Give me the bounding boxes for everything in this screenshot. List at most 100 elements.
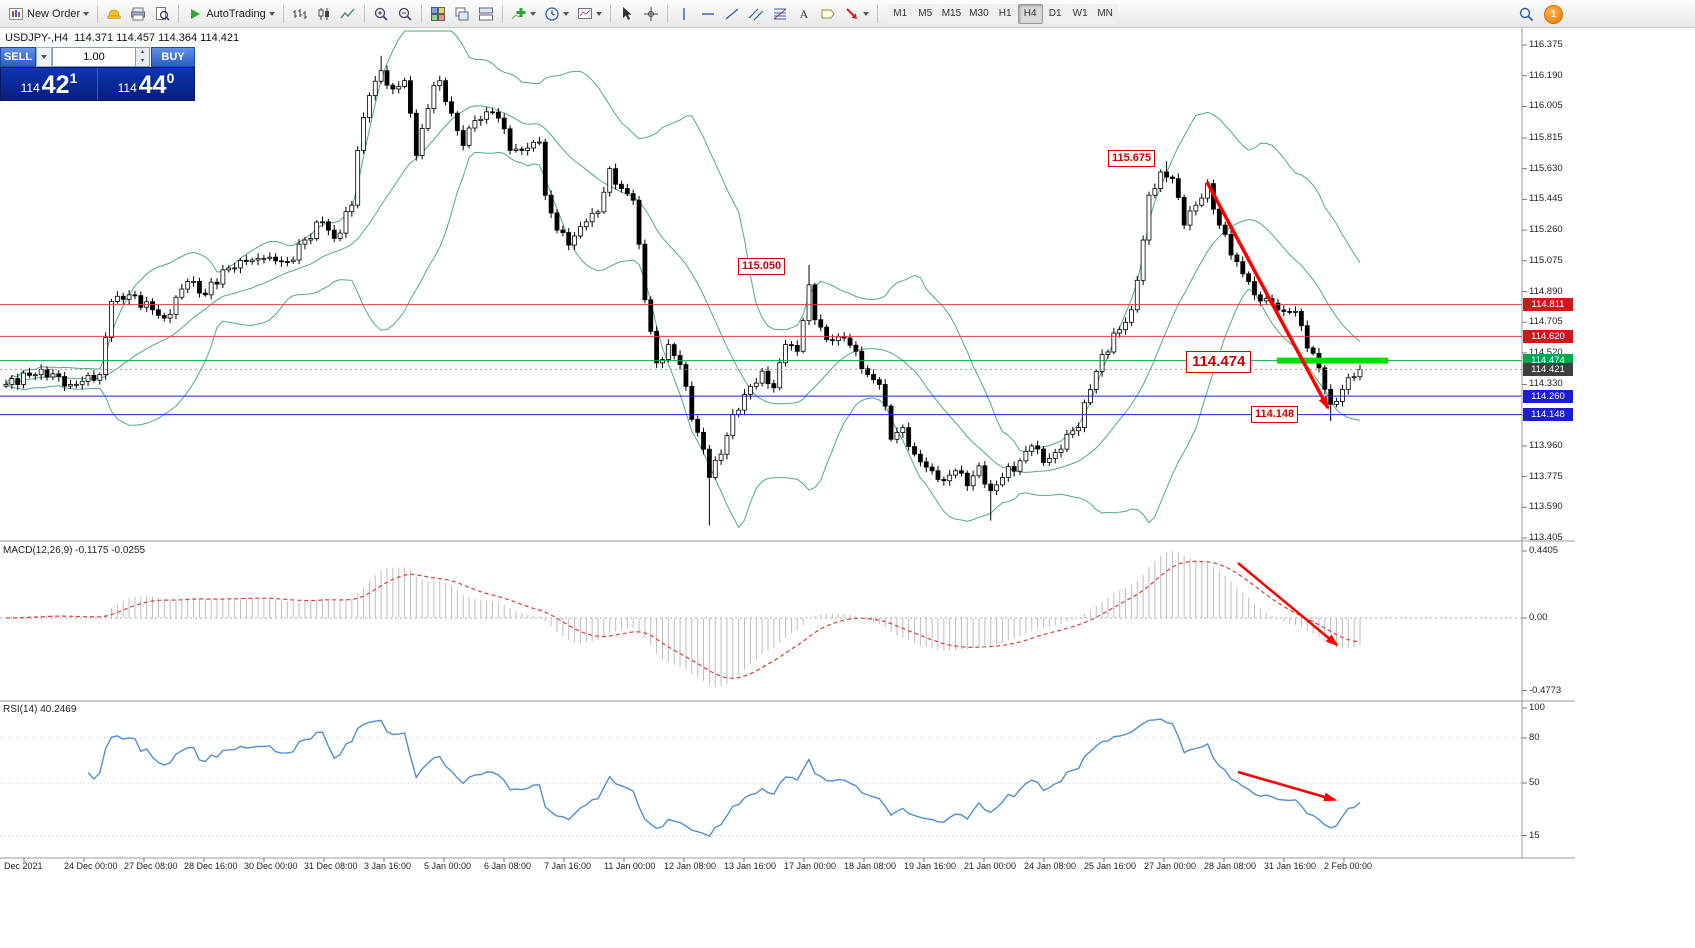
- fibonacci-icon: [773, 8, 787, 19]
- periods-button[interactable]: [540, 3, 573, 25]
- time-axis-label: 13 Jan 16:00: [724, 861, 777, 871]
- time-axis-label: 24 Jan 08:00: [1024, 861, 1077, 871]
- time-axis-label: 11 Jan 00:00: [604, 861, 656, 871]
- autotrading-caret: [268, 11, 275, 16]
- crosshair-tool-button[interactable]: [639, 3, 663, 25]
- sell-price-prefix: 114: [20, 81, 40, 95]
- timeframe-button-h1[interactable]: H1: [992, 3, 1018, 24]
- time-axis-label: 28 Dec 16:00: [184, 861, 238, 871]
- cursor-tool-button[interactable]: [615, 3, 639, 25]
- sell-price-display[interactable]: 114 42 1: [1, 68, 97, 100]
- periods-caret: [562, 11, 569, 16]
- price-axis-label: 113.590: [1529, 501, 1563, 513]
- volume-control: ▴ ▾: [52, 47, 151, 67]
- tile-horizontal-icon: [478, 7, 493, 20]
- zoom-out-button[interactable]: [393, 3, 417, 25]
- notification-badge[interactable]: 1: [1544, 4, 1563, 24]
- chart-canvas[interactable]: [0, 28, 1575, 878]
- cascade-windows-button[interactable]: [450, 3, 474, 25]
- time-axis-label: 21 Jan 00:00: [964, 861, 1017, 871]
- volume-stepper: ▴ ▾: [136, 47, 150, 67]
- trendline-tool-button[interactable]: [720, 3, 744, 25]
- rsi-axis-label: 80: [1529, 732, 1540, 743]
- timeframe-button-m30[interactable]: M30: [965, 3, 993, 24]
- line-chart-button[interactable]: [336, 3, 360, 25]
- timeframe-button-d1[interactable]: D1: [1042, 3, 1068, 24]
- price-tag: 114.811: [1523, 298, 1573, 311]
- channel-tool-button[interactable]: [744, 3, 768, 25]
- toolbar-separator: [420, 4, 422, 23]
- panel-frames: [0, 28, 1575, 862]
- toolbar-separator: [666, 4, 668, 23]
- price-flag[interactable]: 114.474: [1186, 351, 1252, 373]
- volume-dropdown-caret[interactable]: [36, 47, 52, 67]
- volume-input[interactable]: [52, 47, 136, 67]
- search-button[interactable]: [1514, 3, 1538, 25]
- text-label-icon: [821, 9, 835, 18]
- bollinger-bands: [5, 30, 1361, 529]
- timeframe-button-w1[interactable]: W1: [1067, 3, 1093, 24]
- buy-price-pip: 0: [166, 70, 175, 86]
- price-flag[interactable]: 114.148: [1251, 406, 1299, 423]
- candles: [3, 55, 1363, 526]
- search-icon: [1519, 7, 1534, 22]
- tile-windows-button[interactable]: [426, 3, 450, 25]
- autotrading-button[interactable]: AutoTrading: [183, 3, 279, 25]
- metaeditor-button[interactable]: [102, 3, 126, 25]
- rsi-panel: [0, 718, 1522, 838]
- macd-indicator-label: MACD(12,26,9) -0.1175 -0.0255: [3, 545, 146, 556]
- indicators-caret: [529, 11, 536, 16]
- arrows-tool-button[interactable]: [840, 3, 873, 25]
- timeframe-button-m15[interactable]: M15: [937, 3, 966, 24]
- print-preview-button[interactable]: [150, 3, 174, 25]
- indicators-button[interactable]: [507, 3, 540, 25]
- vertical-line-tool-button[interactable]: [672, 3, 696, 25]
- macd-axis-label: 0.4405: [1529, 544, 1559, 556]
- sell-button[interactable]: SELL: [0, 47, 36, 67]
- price-axis-label: 113.775: [1529, 470, 1563, 482]
- new-order-button[interactable]: New Order: [4, 3, 93, 25]
- time-axis-label: 18 Jan 08:00: [844, 861, 897, 871]
- price-flag[interactable]: 115.050: [738, 258, 786, 275]
- price-axis-label: 114.520: [1529, 346, 1563, 358]
- trade-panel-controls: SELL ▴ ▾ BUY: [0, 47, 195, 67]
- new-order-icon: [9, 7, 23, 20]
- price-flag[interactable]: 115.675: [1108, 150, 1156, 167]
- line-chart-icon: [340, 8, 355, 18]
- timeframe-button-mn[interactable]: MN: [1092, 3, 1118, 24]
- price-axis-label: 115.630: [1529, 162, 1563, 174]
- time-axis-label: 17 Jan 00:00: [784, 861, 837, 871]
- candlestick-chart-button[interactable]: [312, 3, 336, 25]
- time-axis-label: 24 Dec 00:00: [64, 861, 118, 871]
- zoom-out-icon: [398, 7, 412, 21]
- text-tool-button[interactable]: A: [792, 3, 816, 25]
- print-button[interactable]: [126, 3, 150, 25]
- buy-button[interactable]: BUY: [151, 47, 195, 67]
- fibonacci-tool-button[interactable]: [768, 3, 792, 25]
- timeframe-button-m1[interactable]: M1: [887, 3, 913, 24]
- bar-chart-button[interactable]: [288, 3, 312, 25]
- price-axis-label: 116.375: [1529, 39, 1563, 50]
- price-axis-label: 115.445: [1529, 193, 1563, 205]
- macd-axis-label: 0.00: [1529, 612, 1548, 623]
- volume-increase-button[interactable]: ▴: [140, 49, 144, 55]
- new-order-label: New Order: [27, 7, 81, 20]
- buy-price-display[interactable]: 114 44 0: [98, 68, 194, 100]
- horizontal-line-tool-button[interactable]: [696, 3, 720, 25]
- templates-button[interactable]: [573, 3, 606, 25]
- volume-decrease-button[interactable]: ▾: [140, 58, 144, 64]
- toolbar-separator: [609, 4, 611, 23]
- time-axis-label: 3 Jan 16:00: [364, 861, 412, 871]
- price-axis-label: 115.260: [1529, 224, 1563, 236]
- tile-horizontal-button[interactable]: [474, 3, 498, 25]
- timeframe-button-h4[interactable]: H4: [1017, 3, 1043, 24]
- macd-axis-label: -0.4773: [1529, 684, 1562, 696]
- time-axis-label: 19 Jan 16:00: [904, 861, 957, 871]
- arrows-caret: [862, 11, 869, 16]
- price-divider: [97, 68, 98, 100]
- timeframe-button-m5[interactable]: M5: [912, 3, 938, 24]
- label-tool-button[interactable]: [816, 3, 840, 25]
- trend-arrows: [1205, 181, 1339, 802]
- zoom-in-button[interactable]: [369, 3, 393, 25]
